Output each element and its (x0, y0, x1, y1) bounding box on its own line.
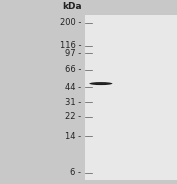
Text: 66 -: 66 - (65, 66, 81, 75)
Ellipse shape (89, 82, 112, 85)
Text: 200 -: 200 - (60, 18, 81, 27)
Text: 116 -: 116 - (60, 41, 81, 50)
Ellipse shape (94, 83, 108, 84)
Text: 44 -: 44 - (65, 83, 81, 92)
Text: 14 -: 14 - (65, 132, 81, 141)
Text: 6 -: 6 - (70, 168, 81, 177)
Text: kDa: kDa (62, 2, 81, 11)
Text: 31 -: 31 - (65, 98, 81, 107)
Bar (85, 15, 177, 180)
Text: 97 -: 97 - (65, 49, 81, 58)
Text: 22 -: 22 - (65, 112, 81, 121)
